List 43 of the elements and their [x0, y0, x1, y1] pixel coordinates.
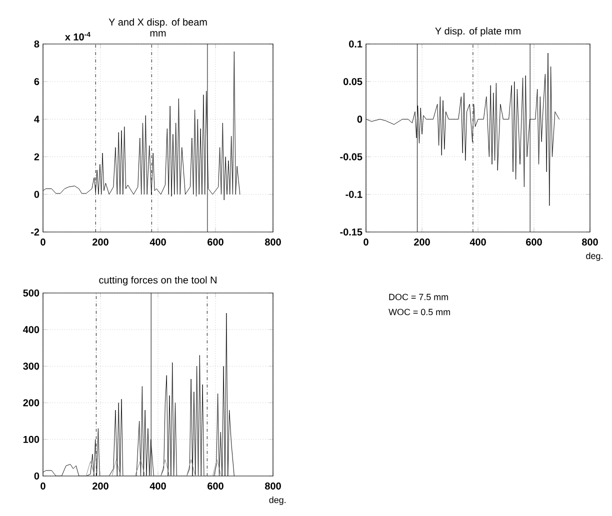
y-tick-label: -0.15: [340, 228, 362, 236]
y-tick-label: 4: [34, 116, 40, 123]
y-tick-label: -0.05: [340, 153, 362, 160]
line-series: [43, 51, 240, 200]
y-tick-label: 500: [23, 289, 40, 297]
x-axis-title: deg.: [269, 496, 286, 505]
y-tick-label: 400: [23, 326, 40, 334]
chart-title: Y disp. of plate mm: [435, 27, 520, 36]
x-tick-label: 800: [582, 238, 598, 246]
y-tick-label: 200: [23, 399, 40, 406]
text: DOC = 7.5 mm: [389, 294, 448, 300]
y-tick-label: 6: [34, 78, 40, 86]
y-tick-label: 2: [34, 153, 40, 160]
y-tick-label: 0: [34, 472, 40, 480]
x-tick-label: 200: [92, 238, 108, 246]
y-tick-label: 0.05: [343, 78, 362, 86]
x-tick-label: 400: [470, 238, 486, 246]
text: WOC = 0.5 mm: [388, 308, 450, 316]
line-series: [366, 52, 560, 206]
x-tick-label: 600: [208, 482, 224, 490]
x-tick-label: 800: [265, 482, 281, 490]
y-tick-label: 8: [34, 40, 40, 48]
x-tick-label: 0: [40, 238, 46, 246]
y-tick-label: 0: [34, 190, 40, 198]
y-tick-label: 300: [23, 362, 40, 370]
y-tick-label: -0.1: [346, 190, 362, 198]
chart-title: Y and X disp. of beam mm: [108, 18, 207, 36]
chart-title: cutting forces on the tool N: [99, 276, 216, 286]
x-tick-label: 200: [92, 482, 108, 490]
y-tick-label: 0: [357, 116, 362, 123]
x-tick-label: 0: [364, 238, 368, 246]
x-tick-label: 400: [150, 238, 166, 246]
x-tick-label: 800: [265, 238, 281, 246]
x-tick-label: 600: [208, 238, 224, 246]
x-axis-title: deg.: [586, 252, 602, 261]
x-tick-label: 0: [40, 482, 46, 490]
x-tick-label: 200: [414, 238, 430, 246]
x-tick-label: 600: [526, 238, 542, 246]
y-tick-label: 0.1: [349, 40, 362, 48]
y-tick-label: -2: [31, 228, 40, 236]
text: x 10$^{-4}$: [64, 32, 90, 40]
y-tick-label: 100: [23, 436, 40, 443]
x-tick-label: 400: [150, 482, 166, 490]
